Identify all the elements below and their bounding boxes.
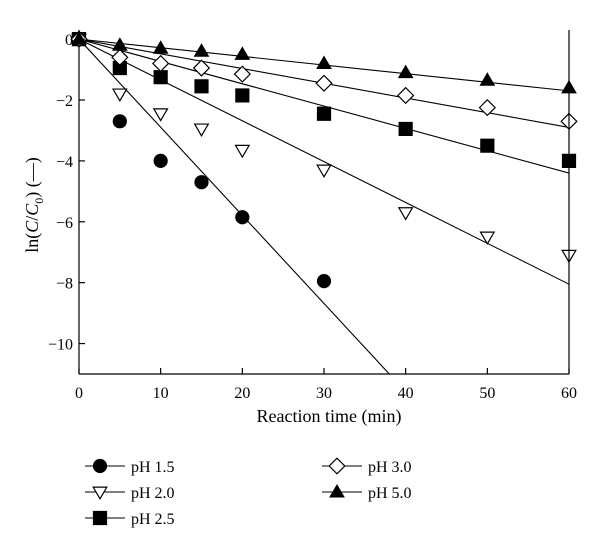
data-point-s1-6	[316, 274, 332, 289]
legend-label-4: pH 3.0	[368, 459, 412, 476]
data-point-s5-8	[479, 72, 496, 86]
data-point-s2-7	[397, 207, 414, 221]
legend-item-2: pH 2.0	[85, 485, 175, 502]
x-tick-label-3: 20	[234, 385, 250, 402]
legend-label-2: pH 2.0	[131, 485, 175, 502]
data-point-s5-5	[234, 46, 251, 60]
legend-item-4: pH 3.0	[322, 457, 412, 476]
data-point-s5-2	[111, 37, 128, 51]
data-point-s3-3	[153, 70, 168, 85]
data-point-s3-8	[480, 138, 495, 153]
data-point-s5-6	[316, 55, 332, 69]
data-point-s2-6	[316, 164, 332, 179]
data-point-s4-3	[152, 54, 170, 73]
data-point-s5-3	[152, 40, 169, 54]
data-point-s1-5	[235, 210, 250, 225]
data-point-s4-8	[478, 98, 496, 117]
data-point-s1-2	[112, 114, 127, 129]
legend: pH 1.5 pH 2.0 pH 2.5 pH 3.0 pH 5.0	[85, 457, 412, 528]
x-tick-label-7: 60	[561, 385, 577, 402]
y-tick-label-6: −10	[48, 337, 73, 354]
legend-label-5: pH 5.0	[368, 485, 412, 502]
y-axis-title-slash: /	[22, 216, 42, 221]
data-point-s4-7	[397, 86, 415, 105]
y-tick-label-3: −4	[56, 154, 73, 171]
y-axis-title-subscript: 0	[32, 198, 46, 204]
y-axis-title-c0: C	[22, 203, 42, 216]
legend-marker-1	[92, 458, 108, 474]
x-tick-label-6: 50	[479, 385, 495, 402]
data-point-s2-8	[479, 231, 496, 246]
data-point-s1-3	[153, 153, 168, 169]
y-tick-label-5: −8	[56, 276, 73, 293]
y-axis-title-c: C	[22, 220, 42, 233]
y-tick-label-4: −6	[56, 215, 73, 232]
data-point-s2-3	[152, 108, 169, 122]
axes: 0 10 20 30 40 50 60 0 −2 −4 −6 −8 −10	[48, 30, 577, 402]
data-point-s3-4	[194, 79, 209, 94]
data-point-s3-6	[316, 106, 332, 121]
data-point-s3-5	[235, 88, 250, 103]
data-point-s4-5	[233, 65, 251, 83]
legend-marker-5	[329, 483, 345, 498]
y-tick-label-1: 0	[65, 32, 73, 49]
x-tick-label-5: 40	[398, 385, 414, 402]
legend-item-3: pH 2.5	[85, 510, 175, 528]
legend-label-3: pH 2.5	[131, 511, 175, 528]
x-tick-label-4: 30	[316, 385, 332, 402]
data-point-s2-2	[111, 88, 128, 102]
fit-line-1	[79, 38, 390, 374]
y-axis-title-suffix: ) (—)	[22, 157, 43, 197]
legend-marker-4	[328, 457, 346, 475]
data-point-s4-6	[315, 74, 333, 92]
data-point-s3-7	[398, 121, 413, 137]
data-point-s4-2	[111, 48, 129, 67]
data-point-s2-4	[193, 123, 210, 137]
data-point-s4-4	[192, 59, 211, 77]
y-axis-title: ln(C/C0) (—)	[22, 157, 46, 253]
x-tick-label-1: 0	[75, 385, 83, 402]
legend-marker-3	[92, 510, 108, 526]
y-tick-label-2: −2	[56, 93, 73, 110]
plot-area	[70, 30, 578, 374]
data-point-s2-5	[234, 144, 251, 159]
legend-label-1: pH 1.5	[131, 459, 175, 476]
legend-marker-2	[92, 486, 108, 501]
y-axis-title-prefix: ln(	[22, 233, 43, 253]
data-point-s5-7	[397, 64, 414, 79]
x-axis-title: Reaction time (min)	[257, 406, 402, 427]
legend-item-5: pH 5.0	[322, 483, 412, 502]
data-point-s1-4	[194, 175, 209, 190]
data-point-s5-4	[193, 43, 210, 57]
legend-item-1: pH 1.5	[85, 458, 175, 476]
x-tick-label-2: 10	[153, 385, 169, 402]
